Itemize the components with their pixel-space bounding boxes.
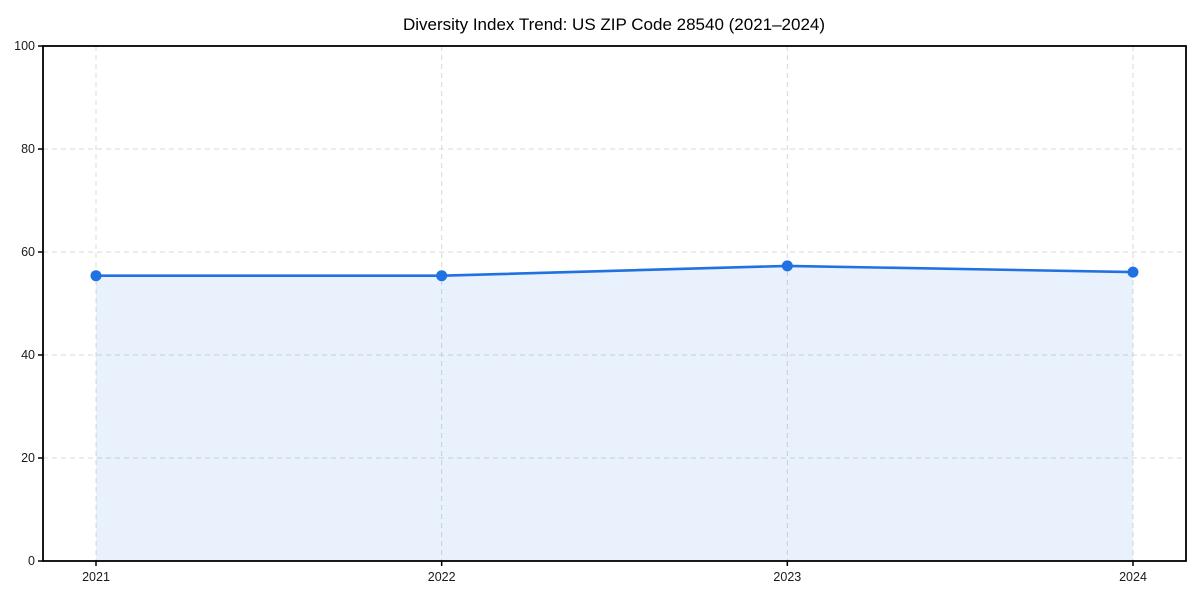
y-tick-label: 80 — [21, 142, 35, 156]
data-point-2023 — [781, 260, 793, 272]
data-point-2024 — [1127, 266, 1139, 278]
chart-data-layer — [90, 260, 1139, 561]
y-tick-label: 60 — [21, 245, 35, 259]
axes: 0 20 40 60 80 100 2021 2022 2023 2024 — [14, 39, 1187, 584]
y-tick-label: 40 — [21, 348, 35, 362]
x-tick-label: 2023 — [773, 570, 801, 584]
trend-line — [94, 264, 1135, 277]
data-point-2022 — [436, 270, 448, 282]
y-tick-label: 20 — [21, 451, 35, 465]
plot-border — [42, 45, 1187, 562]
x-tick-label: 2022 — [428, 570, 456, 584]
chart-title: Diversity Index Trend: US ZIP Code 28540… — [403, 15, 825, 34]
data-point-2021 — [90, 270, 102, 282]
y-tick-label: 0 — [28, 554, 35, 568]
x-tick-label: 2024 — [1119, 570, 1147, 584]
y-tick-label: 100 — [14, 39, 35, 53]
area-fill — [96, 265, 1133, 561]
x-tick-label: 2021 — [82, 570, 110, 584]
